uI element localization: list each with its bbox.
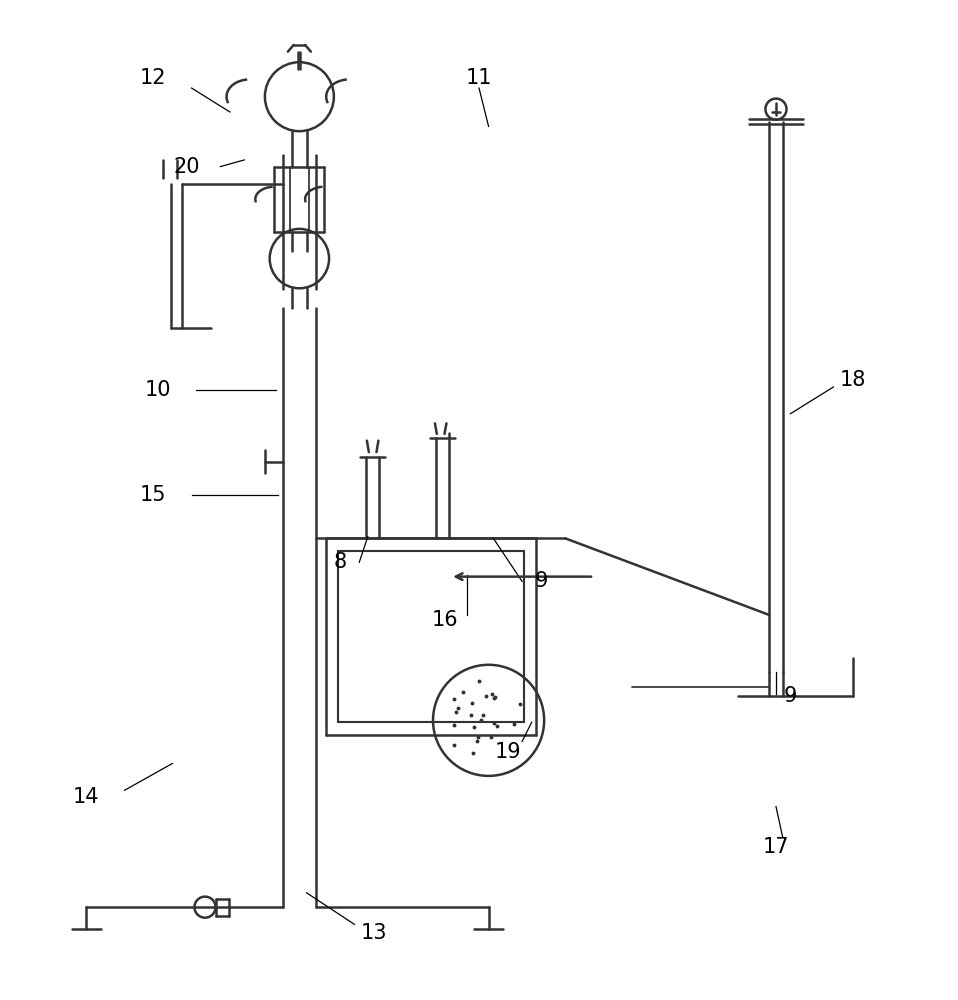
Text: 14: 14 bbox=[73, 787, 100, 807]
Text: 8: 8 bbox=[333, 552, 347, 572]
Text: 15: 15 bbox=[140, 485, 167, 505]
Text: 9: 9 bbox=[784, 686, 797, 706]
Text: 10: 10 bbox=[145, 380, 171, 400]
Text: 16: 16 bbox=[432, 610, 459, 630]
Text: 18: 18 bbox=[839, 370, 866, 390]
Text: 17: 17 bbox=[763, 837, 789, 857]
Text: 9: 9 bbox=[535, 571, 548, 591]
Text: 12: 12 bbox=[140, 68, 167, 88]
Text: 20: 20 bbox=[173, 157, 200, 177]
Text: 13: 13 bbox=[360, 923, 387, 943]
Text: 11: 11 bbox=[466, 68, 492, 88]
Text: 19: 19 bbox=[494, 742, 521, 762]
